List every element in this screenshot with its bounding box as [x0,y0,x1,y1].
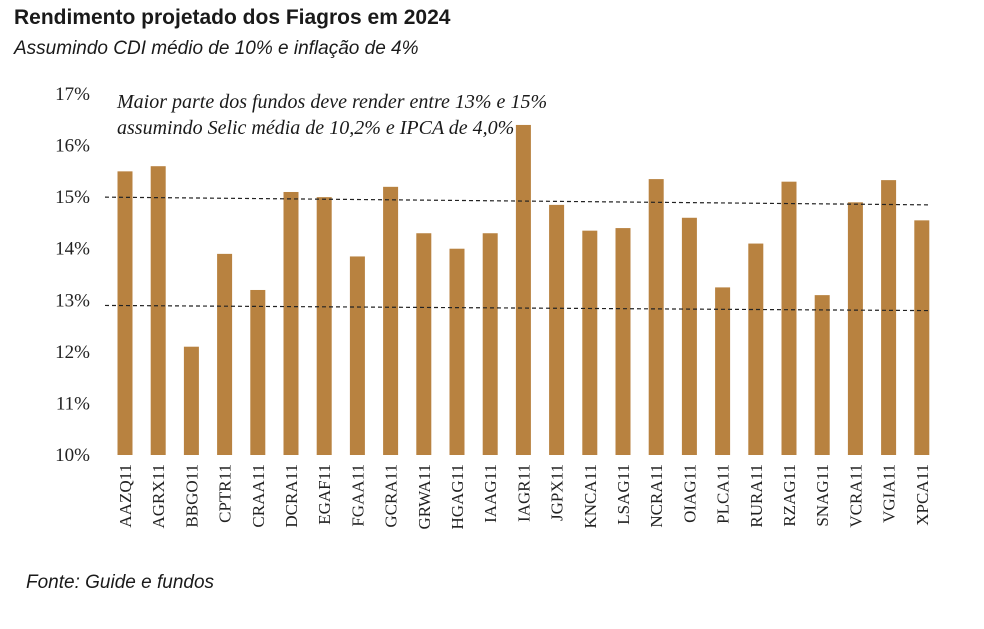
y-tick-label: 14% [55,239,90,260]
annotation-line: assumindo Selic média de 10,2% e IPCA de… [117,117,514,139]
y-axis-ticks: 10% 11% 12% 13% 14% 15% 16% 17% [55,84,90,466]
x-tick-label: FGAA11 [348,464,367,527]
bar [183,346,199,455]
bar [150,166,166,455]
x-tick-label: XPCA11 [913,464,932,526]
bar [881,180,897,456]
x-tick-label: HGAG11 [448,464,467,529]
y-tick-label: 13% [55,290,90,311]
x-tick-label: VCRA11 [846,464,865,528]
bar [250,289,266,455]
x-tick-label: KNCA11 [581,464,600,529]
x-tick-label: LSAG11 [614,464,633,525]
y-tick-label: 10% [55,445,90,466]
x-tick-label: BBGO11 [182,464,201,528]
x-tick-label: OIAG11 [680,464,699,523]
annotation-line: Maior parte dos fundos deve render entre… [116,91,547,113]
x-tick-label: NCRA11 [647,464,666,528]
x-tick-label: AAZQ11 [116,464,135,528]
x-tick-label: VGIA11 [880,464,899,523]
bar [383,186,399,456]
x-tick-label: IAAG11 [481,464,500,523]
bar [781,181,797,455]
bar [681,217,697,455]
bar [814,295,830,455]
reference-lines [104,196,931,312]
bar [748,243,764,455]
y-tick-label: 11% [56,393,90,414]
x-tick-label: RZAG11 [780,464,799,527]
reference-line [104,304,931,312]
x-tick-label: EGAF11 [315,464,334,525]
x-tick-label: GRWA11 [415,464,434,530]
annotation: Maior parte dos fundos deve render entre… [116,91,547,139]
x-tick-label: IAGR11 [514,464,533,522]
bar [349,256,365,455]
bar [515,124,531,455]
y-tick-label: 12% [55,342,90,363]
bar [549,204,565,455]
bars [117,124,930,456]
bar [715,287,731,455]
bar [316,197,332,455]
x-tick-label: GCRA11 [382,464,401,528]
bar [847,202,863,455]
bar [914,220,930,455]
source-note: Fonte: Guide e fundos [26,572,215,593]
x-tick-label: CRAA11 [249,464,268,528]
x-tick-label: RURA11 [747,464,766,528]
bar [283,191,299,455]
x-tick-label: SNAG11 [813,464,832,527]
reference-line [104,196,931,206]
x-tick-label: DCRA11 [282,464,301,528]
y-tick-label: 17% [55,84,90,105]
x-tick-label: CPTR11 [216,464,235,523]
bar [416,233,432,455]
chart-title: Rendimento projetado dos Fiagros em 2024 [14,6,451,29]
y-tick-label: 16% [55,136,90,157]
x-tick-label: AGRX11 [149,464,168,529]
x-axis-labels: AAZQ11 AGRX11 BBGO11 CPTR11 CRAA11 DCRA11 EGAF… [116,464,932,530]
bar [449,248,465,455]
bar [648,179,664,456]
bar [482,233,498,455]
bar [217,253,233,455]
bar [615,228,631,455]
x-tick-label: PLCA11 [714,464,733,524]
bar [117,171,133,455]
chart-subtitle: Assumindo CDI médio de 10% e inflação de… [14,38,419,59]
x-tick-label: JGPX11 [548,464,567,521]
bar [582,230,598,455]
y-tick-label: 15% [55,187,90,208]
